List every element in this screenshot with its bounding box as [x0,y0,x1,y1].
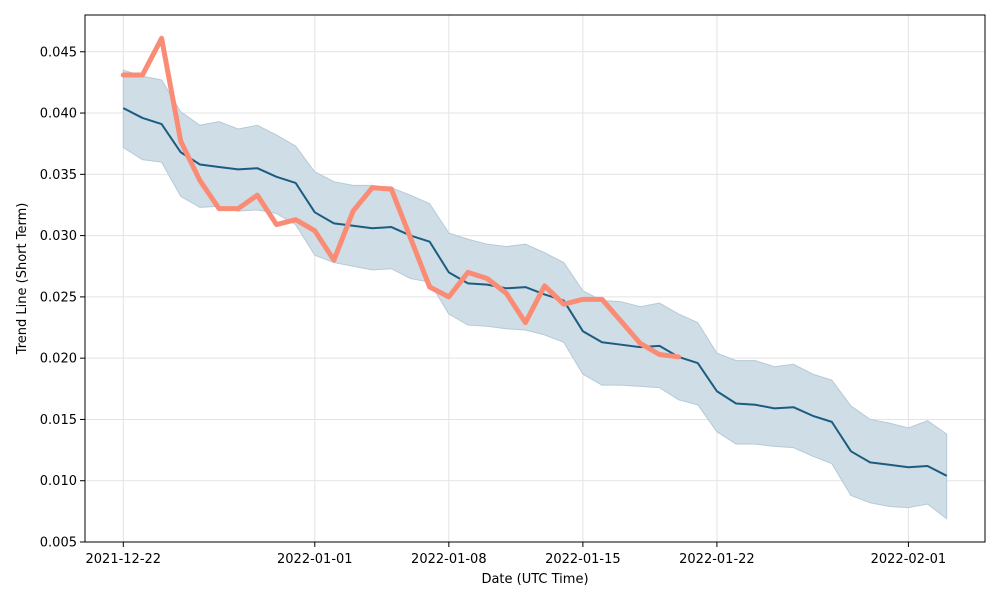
actual-line [120,35,682,360]
y-tick-label: 0.010 [40,474,77,489]
y-tick-label: 0.045 [40,45,77,60]
x-tick-label: 2022-02-01 [871,552,947,567]
x-axis-ticks: 2021-12-22 2022-01-01 2022-01-08 2022-01-15… [86,542,947,567]
y-tick-label: 0.030 [40,229,77,244]
y-axis-label: Trend Line (Short Term) [15,203,30,356]
plot-frame [84,14,986,543]
y-tick-label: 0.005 [40,536,77,551]
trend-line [122,107,948,477]
y-tick-label: 0.025 [40,290,77,305]
x-tick-label: 2021-12-22 [86,552,162,567]
trend-series [122,107,948,477]
y-axis-ticks: 0.005 0.010 0.015 0.020 0.025 0.030 0.035 0.040… [40,45,85,551]
band-area [122,69,948,520]
y-tick-label: 0.035 [40,168,77,183]
x-tick-label: 2022-01-15 [545,552,621,567]
x-axis-label: Date (UTC Time) [481,572,588,587]
y-tick-label: 0.020 [40,352,77,367]
y-tick-label: 0.040 [40,107,77,122]
x-tick-label: 2022-01-01 [277,552,353,567]
x-tick-label: 2022-01-22 [679,552,755,567]
x-tick-label: 2022-01-08 [411,552,487,567]
confidence-band [122,69,948,520]
actual-series [120,35,682,360]
y-tick-label: 0.015 [40,413,77,428]
